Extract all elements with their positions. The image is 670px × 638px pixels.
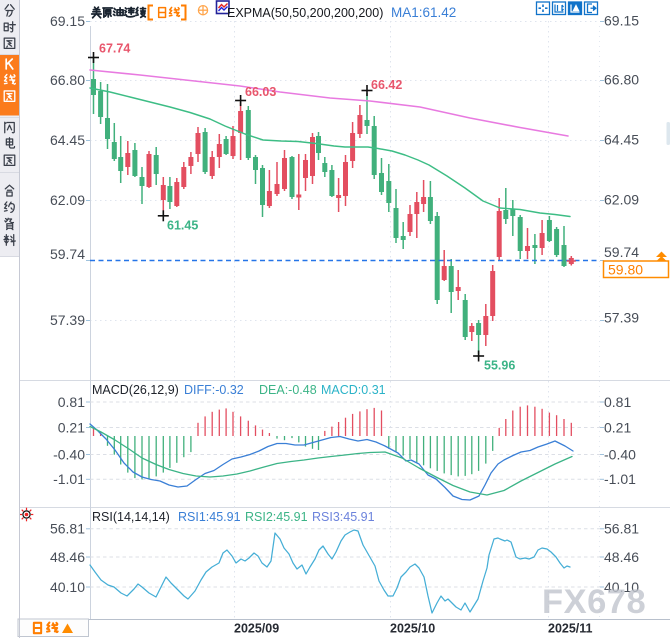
svg-text:57.39: 57.39 — [50, 312, 85, 328]
svg-text:MACD:0.31: MACD:0.31 — [321, 383, 386, 397]
svg-text:40.10: 40.10 — [50, 579, 85, 595]
svg-text:59.80: 59.80 — [608, 262, 643, 278]
svg-text:RSI1:45.91: RSI1:45.91 — [178, 510, 241, 524]
svg-text:FX678: FX678 — [542, 583, 646, 621]
svg-text:48.46: 48.46 — [604, 549, 639, 565]
svg-text:MA1:61.42: MA1:61.42 — [391, 5, 456, 20]
svg-text:55.96: 55.96 — [484, 359, 515, 373]
svg-text:67.74: 67.74 — [99, 42, 130, 56]
svg-text:-1.01: -1.01 — [53, 471, 85, 487]
svg-text:DIFF:-0.32: DIFF:-0.32 — [184, 383, 244, 397]
svg-text:2025/11: 2025/11 — [548, 622, 593, 636]
svg-text:62.09: 62.09 — [604, 192, 639, 208]
svg-text:64.45: 64.45 — [50, 132, 85, 148]
svg-text:DEA:-0.48: DEA:-0.48 — [259, 383, 317, 397]
svg-text:64.45: 64.45 — [604, 132, 639, 148]
svg-text:RSI(14,14,14): RSI(14,14,14) — [92, 510, 170, 524]
svg-text:RSI3:45.91: RSI3:45.91 — [312, 510, 375, 524]
svg-text:69.15: 69.15 — [50, 13, 85, 29]
svg-text:66.80: 66.80 — [604, 72, 639, 88]
svg-text:-0.40: -0.40 — [604, 446, 636, 462]
svg-text:69.15: 69.15 — [604, 13, 639, 29]
svg-text:0.21: 0.21 — [58, 419, 85, 435]
svg-text:2025/10: 2025/10 — [390, 622, 435, 636]
svg-text:62.09: 62.09 — [50, 192, 85, 208]
svg-text:66.03: 66.03 — [245, 85, 276, 99]
svg-text:RSI2:45.91: RSI2:45.91 — [245, 510, 308, 524]
svg-text:56.81: 56.81 — [604, 521, 639, 537]
svg-text:0.21: 0.21 — [604, 419, 631, 435]
svg-text:57.39: 57.39 — [604, 310, 639, 326]
svg-text:-1.01: -1.01 — [604, 471, 636, 487]
svg-text:0.81: 0.81 — [58, 394, 85, 410]
svg-text:0.81: 0.81 — [604, 394, 631, 410]
svg-text:61.45: 61.45 — [167, 219, 198, 233]
svg-text:66.42: 66.42 — [371, 78, 402, 92]
svg-text:EXPMA(50,50,200,200,200): EXPMA(50,50,200,200,200) — [227, 6, 383, 20]
svg-text:59.74: 59.74 — [604, 244, 639, 260]
svg-text:59.74: 59.74 — [50, 246, 85, 262]
svg-text:56.81: 56.81 — [50, 521, 85, 537]
svg-text:48.46: 48.46 — [50, 549, 85, 565]
svg-text:40.10: 40.10 — [604, 579, 639, 595]
svg-text:-0.40: -0.40 — [53, 446, 85, 462]
svg-text:2025/09: 2025/09 — [234, 622, 279, 636]
svg-text:66.80: 66.80 — [50, 72, 85, 88]
svg-text:MACD(26,12,9): MACD(26,12,9) — [92, 383, 179, 397]
